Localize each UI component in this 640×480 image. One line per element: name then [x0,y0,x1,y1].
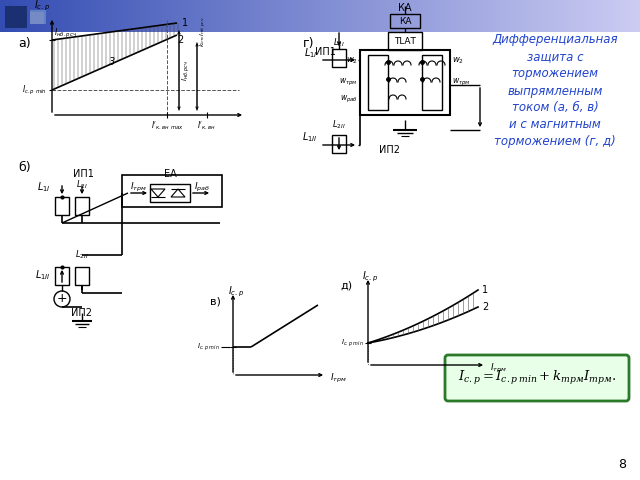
Text: $I_{с.р\ min}$: $I_{с.р\ min}$ [341,337,364,349]
Bar [332,49,346,67]
Text: $L_{2II}$: $L_{2II}$ [332,119,346,131]
Text: $L_{2I}$: $L_{2I}$ [333,37,345,49]
Text: защита с: защита с [527,50,583,63]
Text: $I_{нб.рсч}$: $I_{нб.рсч}$ [54,27,77,40]
Text: $I_{нб.рсч}$: $I_{нб.рсч}$ [181,60,193,81]
Bar [55,197,69,215]
Text: $L_{2II}$: $L_{2II}$ [75,249,89,261]
Text: КА: КА [398,3,412,13]
FancyBboxPatch shape [445,355,629,401]
Text: $w_{раб}$: $w_{раб}$ [340,94,358,105]
Text: ИП1: ИП1 [315,47,336,57]
Text: $L_{1II}$: $L_{1II}$ [303,130,318,144]
Text: в): в) [210,297,221,307]
Text: выпрямленным: выпрямленным [508,84,603,97]
Text: д): д) [340,280,352,290]
Text: ИП2: ИП2 [72,308,93,318]
Text: +: + [57,292,67,305]
Bar [150,184,190,202]
Text: $L_{1I}$: $L_{1I}$ [37,180,51,194]
Text: Дифференциальная: Дифференциальная [492,34,618,47]
Text: 1: 1 [182,18,188,28]
Text: $I_{с.р\ min}$: $I_{с.р\ min}$ [197,341,220,353]
Text: $I_{с.р}$: $I_{с.р}$ [362,270,378,284]
Bar [360,50,450,115]
Text: $I_{трм}$: $I_{трм}$ [490,361,507,374]
Bar [5,6,27,28]
Text: $w_{трм}$: $w_{трм}$ [452,76,470,87]
Text: $w_2$: $w_2$ [452,56,464,66]
Text: 2: 2 [482,302,488,312]
Text: 2: 2 [177,35,183,45]
Text: КА: КА [399,16,412,25]
Bar [122,175,222,207]
Text: $I_{трм}$: $I_{трм}$ [129,180,147,193]
Bar [75,197,89,215]
Bar [30,12,44,24]
Text: ТLАТ: ТLАТ [394,36,416,46]
Polygon shape [171,189,185,197]
Bar [368,55,388,110]
Bar [30,10,46,24]
Text: током (а, б, в): током (а, б, в) [511,101,598,115]
Text: ИП1: ИП1 [72,169,93,179]
Text: $L_{1I}$: $L_{1I}$ [305,46,318,60]
Text: $I_{трм}$: $I_{трм}$ [330,372,347,384]
Bar [390,14,420,28]
Text: $k_{отс}I_{нб.рсч}$: $k_{отс}I_{нб.рсч}$ [199,16,209,47]
Text: $I_{раб}$: $I_{раб}$ [194,180,210,193]
Text: $w_2$: $w_2$ [346,56,358,66]
Bar [5,6,27,28]
Text: а): а) [18,37,31,50]
Text: г): г) [303,37,314,50]
Text: 1: 1 [482,285,488,295]
Text: торможением: торможением [511,68,598,81]
Text: ЕА: ЕА [164,169,177,179]
Bar [388,32,422,50]
Bar [422,55,442,110]
Circle shape [54,291,70,307]
Text: 3: 3 [109,57,115,67]
Polygon shape [151,189,165,197]
Text: $L_{1II}$: $L_{1II}$ [35,268,51,282]
Text: и с магнитным: и с магнитным [509,119,601,132]
Text: $I'_{к.вн}$: $I'_{к.вн}$ [197,120,216,132]
Text: торможением (г, д): торможением (г, д) [494,135,616,148]
Bar [55,267,69,285]
Text: $w_{трм}$: $w_{трм}$ [339,76,358,87]
Text: $I_{с.р\ min}$: $I_{с.р\ min}$ [22,84,47,96]
Bar [332,135,346,153]
Text: $I'_{к.вн\ max}$: $I'_{к.вн\ max}$ [150,120,184,132]
Text: 8: 8 [618,458,626,471]
Text: ИП2: ИП2 [380,145,401,155]
Text: $I_{с.р}$: $I_{с.р}$ [228,285,244,299]
Text: б): б) [18,161,31,175]
Text: $I_{с.р} = I_{с.р\,min} + k_{трм}I_{трм}.$: $I_{с.р} = I_{с.р\,min} + k_{трм}I_{трм}… [458,369,616,387]
Text: $L_{2I}$: $L_{2I}$ [76,179,88,191]
Text: $I_{с.р}$: $I_{с.р}$ [34,0,50,13]
Bar [75,267,89,285]
